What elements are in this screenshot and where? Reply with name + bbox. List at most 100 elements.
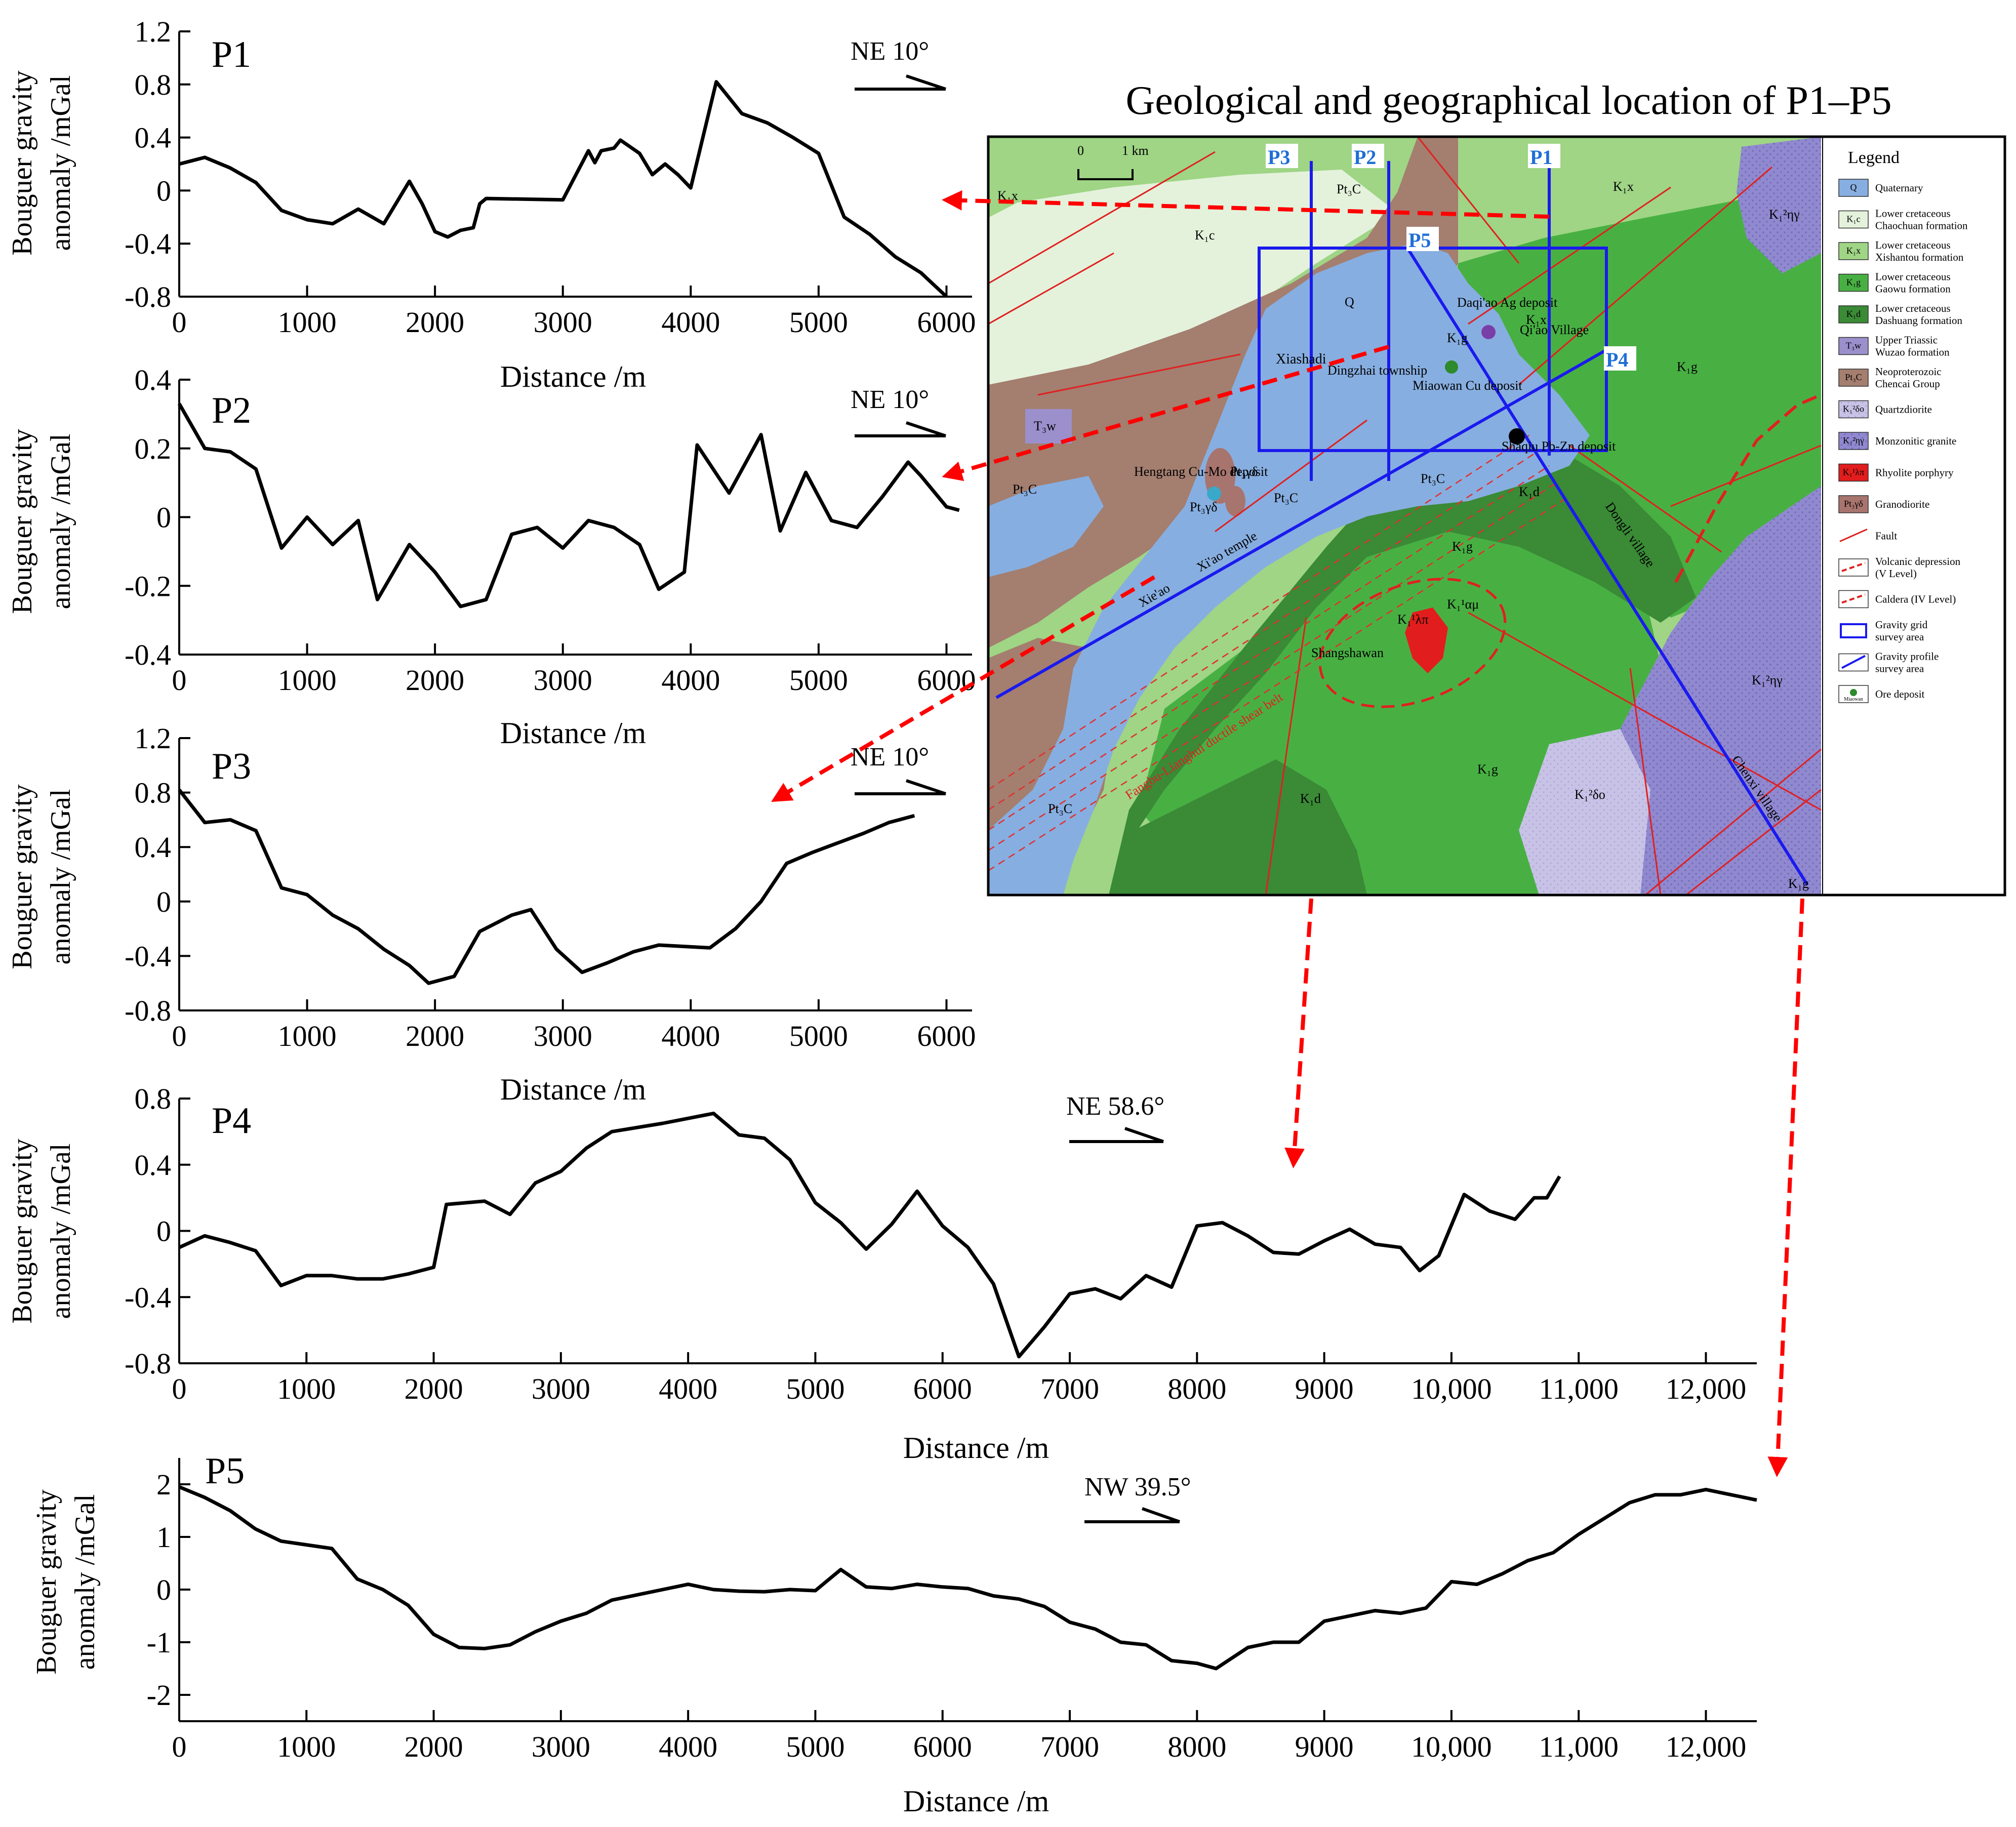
chart-panel-p2: Bouguer gravity anomaly /mGal P2 NE 10° …	[7, 363, 976, 750]
x-tick-label: 11,000	[1539, 1730, 1619, 1763]
direction-arrow	[1084, 1507, 1180, 1523]
x-tick-label: 3000	[532, 1372, 590, 1405]
place-shangshawan: Shangshawan	[1311, 645, 1384, 660]
legend-text-2: Dashuang formation	[1875, 314, 1963, 327]
gravity-anomaly-line	[178, 789, 915, 985]
legend-text: Lower cretaceous	[1875, 239, 1951, 251]
arrow-p2	[942, 345, 1390, 481]
x-tick-label: 1000	[278, 664, 337, 697]
x-tick-label: 9000	[1295, 1372, 1354, 1405]
panel-label: P4	[212, 1100, 251, 1142]
legend-swatch	[1838, 337, 1869, 355]
ore-deposit-markers	[1207, 325, 1525, 501]
x-tick-label: 0	[172, 1730, 187, 1763]
x-tick-label: 3000	[534, 1020, 592, 1052]
y-tick-label: 1.2	[135, 722, 172, 755]
x-tick-label: 1000	[278, 306, 337, 339]
profile-labels: P1 P2 P3 P4 P5	[1266, 144, 1636, 371]
y-tick-label: 1.2	[135, 15, 172, 48]
legend-swatch	[1838, 400, 1869, 419]
legend-text: Rhyolite porphyry	[1875, 467, 1954, 479]
legend-text-2: survey area	[1875, 663, 1924, 675]
y-tick-label: -0.4	[125, 638, 171, 671]
y-tick-label: 0	[156, 1215, 171, 1248]
profile-lines	[995, 161, 1809, 886]
arrow-p3	[771, 575, 1156, 802]
unit-label: T₃w	[1034, 419, 1056, 433]
legend-swatch	[1838, 242, 1869, 260]
unit-label: Pt₃C	[1048, 801, 1072, 816]
xlabel: Distance /m	[500, 360, 646, 393]
unit-label: K₁g	[1788, 876, 1809, 891]
x-tick-label: 10,000	[1411, 1372, 1492, 1405]
profile-label-p5: P5	[1408, 229, 1431, 252]
gravity-anomaly-line	[178, 1485, 1757, 1671]
legend-text: Gravity profile	[1875, 651, 1939, 663]
profile-label-p2: P2	[1354, 146, 1376, 169]
unit-label: K₁¹αμ	[1447, 597, 1479, 612]
y-tick-label: 0	[156, 501, 171, 534]
legend-row: Caldera (IV Level)	[1838, 590, 1956, 608]
connector-arrows	[771, 190, 1804, 1477]
x-tick-label: 5000	[786, 1372, 844, 1405]
y-tick-label: 0	[156, 1573, 171, 1606]
legend-text: Neoproterozoic	[1875, 366, 1942, 378]
unit-quartzdiorite	[1519, 729, 1650, 895]
y-tick-label: 0.4	[135, 831, 172, 864]
legend-text: Fault	[1875, 530, 1897, 542]
gravity-anomaly-line	[177, 402, 960, 608]
y-tick-label: -0.4	[125, 1281, 171, 1314]
unit-label: K₁¹λπ	[1397, 612, 1428, 627]
y-tick-label: 0.2	[135, 432, 172, 465]
legend-text: Volcanic depression	[1875, 555, 1961, 567]
legend-symbol: T₃w	[1846, 341, 1861, 351]
place-qiao-village: Qi'ao Village	[1520, 322, 1589, 337]
xlabel: Distance /m	[500, 1073, 646, 1106]
legend-swatch	[1838, 273, 1869, 292]
unit-label: K₁x	[1613, 179, 1634, 194]
ylabel-line1: Bouguer gravity	[31, 1489, 62, 1674]
faults	[988, 136, 1822, 896]
legend-text: Caldera (IV Level)	[1875, 593, 1956, 605]
panel-label: P2	[212, 390, 251, 431]
panel-label: P1	[212, 34, 251, 75]
legend-ore-dot	[1850, 689, 1857, 696]
x-tick-label: 8000	[1167, 1730, 1226, 1763]
chart-panel-p1: Bouguer gravity anomaly /mGal P1 NE 10° …	[7, 15, 976, 393]
y-tick-label: 1	[156, 1521, 171, 1554]
arrow-p5	[1767, 898, 1804, 1477]
y-tick-label: -2	[147, 1679, 171, 1712]
legend-row: Volcanic depression(V Level)	[1838, 555, 1961, 580]
unit-granodiorite-b	[1225, 486, 1245, 516]
unit-label: Pt₃C	[1274, 491, 1298, 505]
place-shaqiu: Shaqiu Pb-Zn deposit	[1502, 439, 1616, 454]
unit-label: K₁c	[1195, 228, 1215, 242]
ylabel-line2: anomaly /mGal	[69, 1494, 101, 1670]
legend-symbol: Miaowan	[1844, 697, 1863, 702]
y-tick-label: -0.4	[125, 940, 171, 972]
y-tick-label: -0.4	[125, 227, 171, 260]
x-tick-label: 0	[172, 1020, 187, 1052]
place-miaowan: Miaowan Cu deposit	[1413, 378, 1522, 393]
direction-arrow	[855, 779, 946, 795]
profile-label-p4: P4	[1606, 348, 1628, 371]
x-tick-label: 3000	[532, 1730, 590, 1763]
x-tick-label: 6000	[917, 1020, 976, 1052]
y-tick-label: -0.8	[125, 280, 171, 313]
xlabel: Distance /m	[903, 1784, 1049, 1818]
legend-symbol: K₁c	[1846, 214, 1860, 224]
place-daqiao: Daqi'ao Ag deposit	[1457, 295, 1558, 310]
unit-label: Pt₃γδ	[1230, 464, 1258, 479]
x-tick-label: 3000	[534, 306, 592, 339]
x-tick-label: 11,000	[1539, 1372, 1619, 1405]
x-tick-label: 1000	[277, 1372, 336, 1405]
x-tick-label: 5000	[789, 664, 848, 697]
gravity-anomaly-line	[178, 1111, 1561, 1359]
legend-swatch	[1838, 210, 1869, 229]
direction-arrow	[855, 74, 946, 91]
